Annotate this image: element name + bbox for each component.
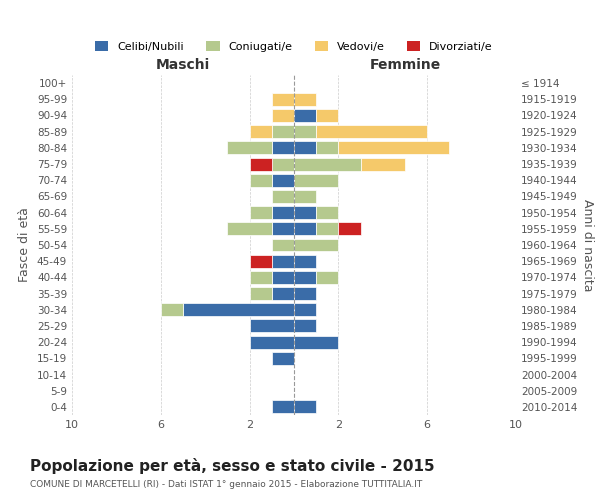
Bar — [338, 222, 361, 235]
Bar — [294, 287, 316, 300]
Bar — [294, 158, 361, 170]
Text: Femmine: Femmine — [370, 58, 440, 72]
Bar — [294, 238, 338, 252]
Bar — [316, 142, 338, 154]
Bar — [294, 320, 316, 332]
Bar — [294, 109, 316, 122]
Bar — [316, 125, 427, 138]
Bar — [272, 142, 294, 154]
Bar — [294, 271, 316, 284]
Bar — [316, 206, 338, 219]
Legend: Celibi/Nubili, Coniugati/e, Vedovi/e, Divorziati/e: Celibi/Nubili, Coniugati/e, Vedovi/e, Di… — [91, 36, 497, 56]
Bar — [250, 206, 272, 219]
Bar — [250, 287, 272, 300]
Bar — [272, 109, 294, 122]
Bar — [272, 158, 294, 170]
Y-axis label: Fasce di età: Fasce di età — [19, 208, 31, 282]
Bar — [272, 190, 294, 203]
Bar — [272, 287, 294, 300]
Bar — [250, 158, 272, 170]
Bar — [250, 271, 272, 284]
Bar — [272, 238, 294, 252]
Y-axis label: Anni di nascita: Anni di nascita — [581, 198, 594, 291]
Bar — [294, 206, 316, 219]
Bar — [250, 254, 272, 268]
Bar — [294, 336, 338, 348]
Bar — [294, 125, 316, 138]
Text: Popolazione per età, sesso e stato civile - 2015: Popolazione per età, sesso e stato civil… — [30, 458, 434, 473]
Bar — [272, 206, 294, 219]
Bar — [294, 400, 316, 413]
Bar — [272, 254, 294, 268]
Bar — [316, 222, 338, 235]
Bar — [183, 304, 294, 316]
Bar — [294, 93, 316, 106]
Bar — [227, 222, 272, 235]
Bar — [316, 109, 338, 122]
Bar — [272, 271, 294, 284]
Bar — [272, 400, 294, 413]
Bar — [294, 174, 338, 186]
Bar — [294, 190, 316, 203]
Bar — [250, 320, 294, 332]
Bar — [294, 222, 316, 235]
Bar — [272, 93, 294, 106]
Bar — [272, 125, 294, 138]
Bar — [250, 336, 294, 348]
Bar — [161, 304, 183, 316]
Bar — [250, 174, 272, 186]
Bar — [250, 125, 272, 138]
Bar — [272, 222, 294, 235]
Text: Maschi: Maschi — [156, 58, 210, 72]
Bar — [272, 352, 294, 365]
Bar — [361, 158, 405, 170]
Bar — [272, 174, 294, 186]
Bar — [316, 271, 338, 284]
Bar — [227, 142, 272, 154]
Bar — [294, 142, 316, 154]
Bar — [294, 304, 316, 316]
Bar — [294, 254, 316, 268]
Text: COMUNE DI MARCETELLI (RI) - Dati ISTAT 1° gennaio 2015 - Elaborazione TUTTITALIA: COMUNE DI MARCETELLI (RI) - Dati ISTAT 1… — [30, 480, 422, 489]
Bar — [338, 142, 449, 154]
